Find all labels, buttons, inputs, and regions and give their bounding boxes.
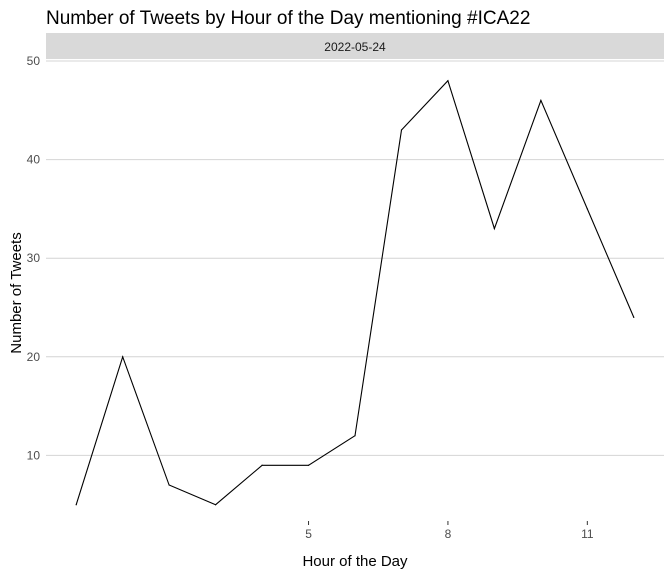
y-axis-title: Number of Tweets [8, 232, 25, 353]
series-layer [75, 79, 635, 506]
data-point-hour-9 [493, 228, 495, 230]
data-point-hour-4 [261, 464, 263, 466]
y-tick-label-30: 30 [27, 251, 41, 265]
data-point-hour-8 [447, 80, 449, 82]
data-point-hour-12 [633, 316, 635, 318]
data-point-hour-5 [307, 464, 310, 466]
y-tick-label-20: 20 [27, 350, 41, 364]
x-tick-label-5: 5 [305, 527, 312, 541]
facet-strip [46, 33, 664, 59]
data-point-hour-10 [540, 99, 542, 102]
y-tick-label-10: 10 [27, 448, 41, 462]
data-point-hour-7 [400, 129, 403, 131]
data-point-hour-3 [215, 504, 217, 506]
chart-title: Number of Tweets by Hour of the Day ment… [46, 8, 530, 29]
data-point-hour-11 [586, 208, 588, 210]
data-point-hour-2 [168, 484, 170, 486]
data-point-hour-0 [75, 504, 77, 506]
x-tick-label-11: 11 [581, 527, 594, 541]
x-tick-label-8: 8 [445, 527, 452, 541]
y-tick-label-50: 50 [27, 54, 41, 68]
x-axis-ticks: 5 8 11 [305, 521, 594, 541]
x-axis-title: Hour of the Day [302, 553, 408, 570]
y-tick-label-40: 40 [27, 153, 41, 167]
data-point-hour-1 [122, 356, 124, 358]
y-axis-ticks: 10 20 30 40 50 [27, 54, 41, 462]
facet-label: 2022-05-24 [324, 40, 386, 54]
data-point-hour-6 [354, 435, 356, 437]
gridlines [46, 60, 664, 456]
series-line [75, 79, 635, 506]
